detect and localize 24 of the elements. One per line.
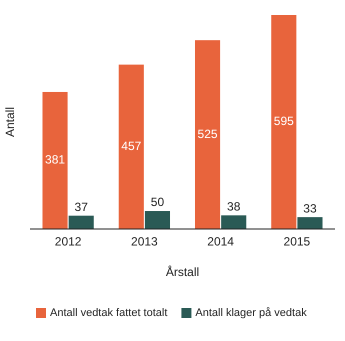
data-label: 37 [74,200,88,214]
bar [271,15,296,229]
x-tick-label: 2012 [54,234,82,249]
bar [68,216,94,229]
data-label: 33 [303,201,317,216]
bar [297,217,323,229]
data-label: 595 [274,114,294,128]
data-label: 525 [198,126,218,141]
legend-label: Antall klager på vedtak [195,306,308,319]
bar [42,92,68,229]
bar [144,211,170,229]
data-label: 38 [227,200,241,214]
x-tick-label: 2013 [131,234,158,249]
data-label: 50 [150,195,164,210]
data-label: 381 [45,152,66,167]
y-axis-title: Antall [3,106,17,138]
legend-label: Antall vedtak fattet totalt [50,306,168,319]
x-tick-label: 2014 [207,234,234,249]
bar [221,215,246,229]
data-label: 457 [121,138,142,153]
x-tick-label: 2015 [284,234,311,249]
bar [194,40,220,229]
bar [118,64,144,229]
x-axis-title: Årstall [166,265,200,279]
